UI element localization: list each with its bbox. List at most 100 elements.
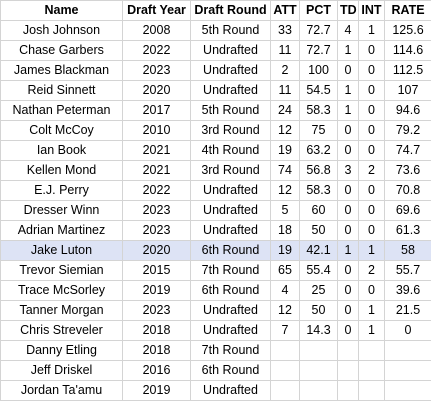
- table-cell[interactable]: 69.6: [384, 200, 431, 221]
- table-cell[interactable]: 0: [358, 40, 385, 61]
- table-cell[interactable]: [299, 340, 338, 361]
- table-cell[interactable]: 1: [358, 300, 385, 321]
- table-cell[interactable]: 50: [299, 300, 338, 321]
- table-cell[interactable]: [384, 380, 431, 401]
- table-cell[interactable]: 7th Round: [190, 260, 271, 281]
- header-cell[interactable]: PCT: [299, 0, 338, 21]
- table-cell[interactable]: Reid Sinnett: [0, 80, 123, 101]
- table-cell[interactable]: 0: [358, 80, 385, 101]
- table-cell[interactable]: 0: [358, 220, 385, 241]
- table-cell[interactable]: 2022: [122, 40, 191, 61]
- table-cell[interactable]: 60: [299, 200, 338, 221]
- table-cell[interactable]: 0: [358, 120, 385, 141]
- table-cell[interactable]: Chase Garbers: [0, 40, 123, 61]
- table-cell[interactable]: 25: [299, 280, 338, 301]
- table-cell[interactable]: 5: [270, 200, 300, 221]
- table-cell[interactable]: 0: [358, 200, 385, 221]
- table-cell[interactable]: 75: [299, 120, 338, 141]
- table-cell[interactable]: 2: [270, 60, 300, 81]
- table-cell[interactable]: Undrafted: [190, 40, 271, 61]
- table-cell[interactable]: Undrafted: [190, 300, 271, 321]
- table-cell[interactable]: 1: [358, 240, 385, 261]
- table-cell[interactable]: 125.6: [384, 20, 431, 41]
- table-cell[interactable]: Undrafted: [190, 80, 271, 101]
- table-cell[interactable]: 72.7: [299, 20, 338, 41]
- table-cell[interactable]: 55.4: [299, 260, 338, 281]
- table-cell[interactable]: 2023: [122, 200, 191, 221]
- table-cell[interactable]: [358, 360, 385, 381]
- table-cell[interactable]: Undrafted: [190, 320, 271, 341]
- table-cell[interactable]: 0: [358, 140, 385, 161]
- table-cell[interactable]: Danny Etling: [0, 340, 123, 361]
- table-cell[interactable]: 0: [337, 300, 359, 321]
- table-cell[interactable]: 7: [270, 320, 300, 341]
- table-cell[interactable]: 4th Round: [190, 140, 271, 161]
- table-cell[interactable]: 56.8: [299, 160, 338, 181]
- table-cell[interactable]: 0: [358, 60, 385, 81]
- table-cell[interactable]: 6th Round: [190, 360, 271, 381]
- table-cell[interactable]: [337, 340, 359, 361]
- table-cell[interactable]: 2020: [122, 80, 191, 101]
- table-cell[interactable]: [358, 380, 385, 401]
- table-cell[interactable]: [358, 340, 385, 361]
- table-cell[interactable]: 61.3: [384, 220, 431, 241]
- table-cell[interactable]: Dresser Winn: [0, 200, 123, 221]
- table-cell[interactable]: Adrian Martinez: [0, 220, 123, 241]
- table-cell[interactable]: 2018: [122, 340, 191, 361]
- table-cell[interactable]: 0: [337, 60, 359, 81]
- table-cell[interactable]: 2015: [122, 260, 191, 281]
- table-cell[interactable]: 2017: [122, 100, 191, 121]
- table-cell[interactable]: 19: [270, 240, 300, 261]
- table-cell[interactable]: 39.6: [384, 280, 431, 301]
- table-cell[interactable]: 73.6: [384, 160, 431, 181]
- table-cell[interactable]: 0: [337, 220, 359, 241]
- table-cell[interactable]: [384, 340, 431, 361]
- table-cell[interactable]: [270, 360, 300, 381]
- table-cell[interactable]: 11: [270, 80, 300, 101]
- table-cell[interactable]: 1: [337, 40, 359, 61]
- table-cell[interactable]: 33: [270, 20, 300, 41]
- table-cell[interactable]: 112.5: [384, 60, 431, 81]
- table-cell[interactable]: 21.5: [384, 300, 431, 321]
- table-cell[interactable]: Trevor Siemian: [0, 260, 123, 281]
- table-cell[interactable]: 5th Round: [190, 20, 271, 41]
- table-cell[interactable]: James Blackman: [0, 60, 123, 81]
- table-cell[interactable]: [299, 380, 338, 401]
- table-cell[interactable]: Undrafted: [190, 200, 271, 221]
- table-cell[interactable]: 2: [358, 160, 385, 181]
- table-cell[interactable]: 74: [270, 160, 300, 181]
- table-cell[interactable]: 2022: [122, 180, 191, 201]
- table-cell[interactable]: 0: [337, 320, 359, 341]
- table-cell[interactable]: 2021: [122, 160, 191, 181]
- table-cell[interactable]: 24: [270, 100, 300, 121]
- header-cell[interactable]: Draft Round: [190, 0, 271, 21]
- table-cell[interactable]: 18: [270, 220, 300, 241]
- table-cell[interactable]: 107: [384, 80, 431, 101]
- table-cell[interactable]: [270, 380, 300, 401]
- table-cell[interactable]: 65: [270, 260, 300, 281]
- table-cell[interactable]: 0: [337, 180, 359, 201]
- table-cell[interactable]: 2: [358, 260, 385, 281]
- table-cell[interactable]: 0: [337, 140, 359, 161]
- table-cell[interactable]: 2023: [122, 60, 191, 81]
- table-cell[interactable]: Kellen Mond: [0, 160, 123, 181]
- table-cell[interactable]: Jeff Driskel: [0, 360, 123, 381]
- table-cell[interactable]: Jake Luton: [0, 240, 123, 261]
- table-cell[interactable]: 63.2: [299, 140, 338, 161]
- table-cell[interactable]: Nathan Peterman: [0, 100, 123, 121]
- table-cell[interactable]: Ian Book: [0, 140, 123, 161]
- header-cell[interactable]: TD: [337, 0, 359, 21]
- table-cell[interactable]: 70.8: [384, 180, 431, 201]
- table-cell[interactable]: Colt McCoy: [0, 120, 123, 141]
- table-cell[interactable]: 1: [358, 20, 385, 41]
- table-cell[interactable]: Undrafted: [190, 60, 271, 81]
- table-cell[interactable]: [337, 360, 359, 381]
- table-cell[interactable]: 3rd Round: [190, 120, 271, 141]
- table-cell[interactable]: Undrafted: [190, 380, 271, 401]
- table-cell[interactable]: 4: [337, 20, 359, 41]
- table-cell[interactable]: 54.5: [299, 80, 338, 101]
- table-cell[interactable]: 4: [270, 280, 300, 301]
- table-cell[interactable]: 58.3: [299, 180, 338, 201]
- table-cell[interactable]: 1: [358, 320, 385, 341]
- table-cell[interactable]: 50: [299, 220, 338, 241]
